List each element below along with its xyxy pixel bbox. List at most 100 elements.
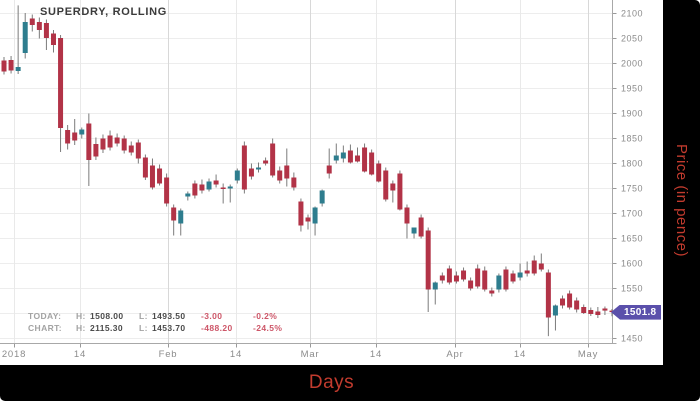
x-tick-label: Mar: [301, 349, 320, 360]
candle-body: [411, 227, 417, 234]
candle-down: [284, 148, 290, 187]
candle-body: [588, 310, 594, 314]
candle-body: [164, 177, 170, 204]
candle-body: [482, 270, 488, 290]
candle-down: [538, 253, 544, 272]
candle-down: [383, 167, 389, 202]
y-tick-label: 2100: [621, 9, 643, 19]
candle-body: [496, 275, 502, 290]
today-change: -3.00: [201, 311, 223, 321]
y-tick-label: 1900: [621, 109, 643, 119]
candle-up: [517, 263, 523, 281]
price-chart-plot[interactable]: 2100 2050 2000 1950 1900 1850 1800 1750 1700 1650…: [0, 0, 663, 365]
candle-body: [369, 152, 375, 175]
candle-body: [432, 282, 438, 290]
candle-down: [362, 143, 368, 173]
candle-body: [425, 230, 431, 290]
chart-stats-row: CHART: H: 2115.30 L: 1453.70 -488.20 -24…: [28, 322, 295, 334]
candle-body: [390, 183, 396, 191]
candle-down: [298, 198, 304, 232]
candle-body: [362, 147, 368, 172]
candle-down: [65, 125, 71, 150]
candle-body: [517, 272, 523, 278]
today-label: TODAY:: [28, 311, 62, 321]
candle-body: [142, 157, 148, 178]
candle-body: [503, 269, 509, 290]
candle-down: [107, 130, 113, 151]
candle-body: [157, 168, 163, 184]
y-tick-label: 1850: [621, 134, 643, 144]
candle-down: [588, 307, 594, 316]
candle-down: [439, 272, 445, 284]
candle-body: [439, 275, 445, 281]
candle-down: [1, 57, 7, 75]
candle-down: [86, 113, 92, 186]
candle-down: [574, 297, 580, 313]
candle-up: [178, 208, 184, 236]
chart-high-label: H:: [76, 323, 86, 333]
chart-low-value: 1453.70: [152, 323, 186, 333]
candle-body: [475, 268, 481, 287]
candle-body: [567, 293, 573, 308]
candle-body: [241, 145, 247, 190]
candle-body: [58, 38, 64, 128]
candle-body: [220, 187, 226, 189]
candle-up: [319, 189, 325, 207]
y-tick-label: 1550: [621, 284, 643, 294]
candle-body: [340, 152, 346, 159]
candle-body: [319, 190, 325, 204]
candle-down: [397, 170, 403, 211]
candle-body: [333, 155, 339, 161]
candle-body: [446, 268, 452, 283]
chart-high-value: 2115.30: [90, 323, 124, 333]
x-tick-label: Feb: [159, 349, 178, 360]
y-tick-label: 1750: [621, 184, 643, 194]
candle-down: [524, 261, 530, 277]
chart-low-label: L:: [139, 323, 148, 333]
y-tick-label: 2050: [621, 34, 643, 44]
candle-down: [135, 139, 141, 164]
candle-body: [489, 290, 495, 294]
candle-body: [383, 170, 389, 200]
candle-down: [510, 270, 516, 284]
candles: [1, 5, 615, 337]
candle-down: [291, 172, 297, 191]
today-low-value: 1493.50: [152, 311, 186, 321]
candle-body: [354, 155, 360, 162]
x-tick-label: Apr: [446, 349, 463, 360]
y-tick-label: 1600: [621, 259, 643, 269]
candle-body: [326, 165, 332, 174]
candle-down: [72, 119, 78, 145]
candle-down: [171, 204, 177, 236]
candle-down: [347, 144, 353, 164]
candle-body: [291, 177, 297, 188]
y-tick-label: 2000: [621, 59, 643, 69]
candle-body: [227, 186, 233, 189]
candle-body: [538, 263, 544, 270]
candle-down: [121, 135, 127, 154]
today-stats-row: TODAY: H: 1508.00 L: 1493.50 -3.00 -0.2%: [28, 310, 295, 322]
candle-body: [277, 170, 283, 181]
x-tick-label: 14: [370, 349, 382, 360]
current-price-badge: 1501.8: [611, 304, 661, 320]
y-tick-label: 1800: [621, 159, 643, 169]
candle-up: [185, 191, 191, 201]
candle-down: [418, 214, 424, 239]
candle-body: [595, 311, 601, 315]
candle-up: [411, 227, 417, 239]
candle-body: [36, 22, 42, 30]
candle-down: [376, 160, 382, 183]
candle-body: [602, 308, 608, 311]
candle-body: [128, 145, 134, 153]
candle-down: [199, 179, 205, 194]
candle-body: [453, 275, 459, 282]
candle-down: [305, 214, 311, 230]
candle-body: [15, 67, 21, 71]
candle-body: [545, 272, 551, 318]
candle-down: [164, 173, 170, 207]
candle-down: [114, 133, 120, 147]
y-tick-label: 1950: [621, 84, 643, 94]
y-tick-label: 1650: [621, 234, 643, 244]
candle-body: [256, 167, 262, 170]
